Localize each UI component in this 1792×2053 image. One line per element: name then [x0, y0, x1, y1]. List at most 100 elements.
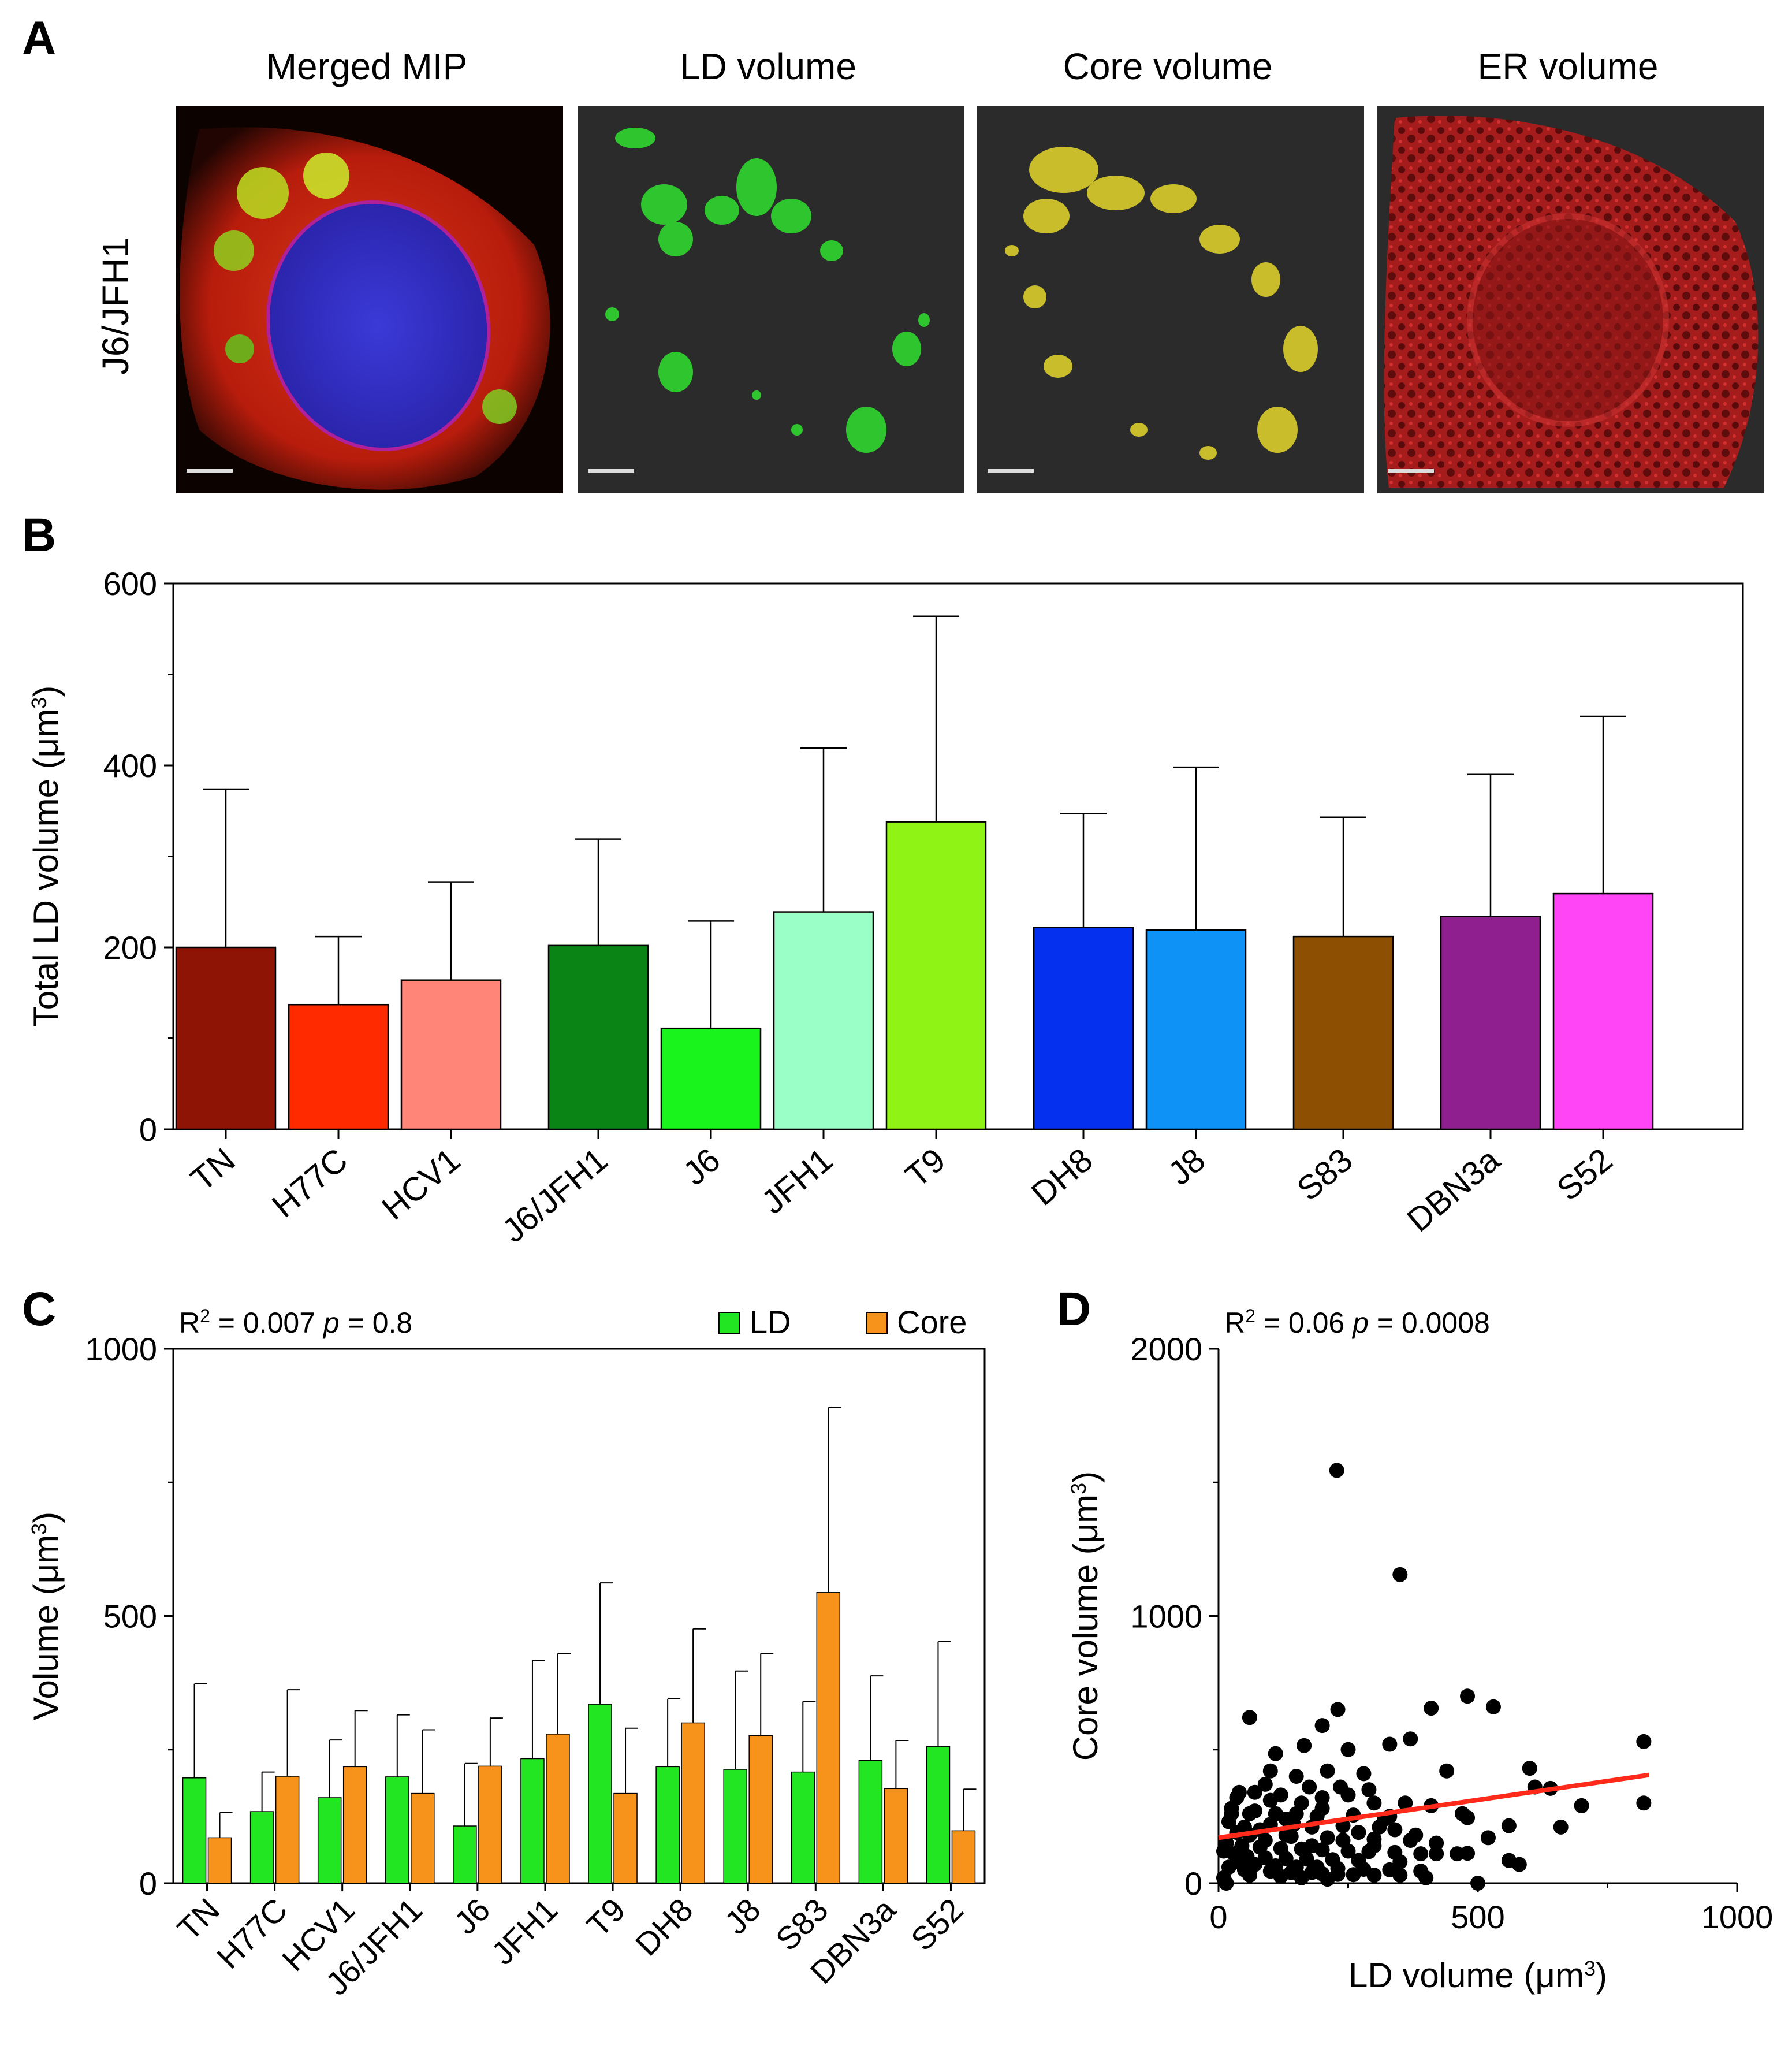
bar-core-s83	[816, 1592, 841, 1884]
y-tick-label: 400	[103, 747, 157, 784]
chart-b-total-ld-volume: 0 200 400 600 Total LD volume (μm3) TN H77C HC…	[27, 566, 1744, 1250]
bar-j6-jfh1	[547, 944, 649, 1130]
regression-line	[1218, 1772, 1649, 1840]
scatter-point	[1268, 1806, 1283, 1821]
scatter-point	[1403, 1731, 1418, 1747]
scatter-point	[1294, 1795, 1309, 1811]
image-er-volume	[1377, 106, 1764, 493]
row-label: J6/JFH1	[95, 237, 136, 375]
scatter-point	[1299, 1851, 1314, 1867]
bar-hcv1	[400, 979, 502, 1130]
scatter-point	[1418, 1870, 1434, 1885]
bar-h77c	[288, 1003, 389, 1130]
x-tick-label-s52: S52	[1550, 1141, 1620, 1208]
bar-core-s52	[951, 1830, 976, 1884]
x-tick-label-s83: S83	[1290, 1141, 1360, 1208]
y-tick-label: 2000	[1130, 1331, 1202, 1367]
bar-ld-s52	[926, 1746, 951, 1884]
bar-ld-j6	[453, 1825, 477, 1884]
scatter-point	[1485, 1699, 1501, 1714]
x-tick-label-j6-jfh1: J6/JFH1	[495, 1141, 614, 1250]
x-tick-label-j6: J6	[676, 1141, 728, 1192]
scatter-point	[1501, 1853, 1517, 1868]
scatter-point	[1460, 1688, 1476, 1704]
scatter-point	[1320, 1763, 1335, 1779]
scatter-point	[1351, 1825, 1366, 1840]
y-axis-label: Core volume (μm3)	[1066, 1471, 1105, 1761]
scatter-point	[1219, 1876, 1234, 1891]
scatter-point	[1320, 1830, 1335, 1846]
scatter-point	[1455, 1806, 1470, 1821]
image-ld-volume	[578, 106, 964, 493]
x-tick-label-h77c: H77C	[265, 1141, 355, 1225]
scatter-point	[1366, 1868, 1382, 1883]
scatter-point	[1392, 1567, 1408, 1582]
title-er-volume: ER volume	[1477, 46, 1659, 87]
y-axis-label: Total LD volume (μm3)	[27, 686, 65, 1027]
scatter-point	[1268, 1746, 1283, 1761]
bar-core-dh8	[681, 1722, 705, 1884]
scatter-point	[1257, 1833, 1273, 1848]
legend-swatch-ld	[718, 1312, 740, 1334]
scatter-point	[1366, 1795, 1382, 1811]
y-axis-label: Volume (μm3)	[27, 1512, 65, 1720]
title-ld-volume: LD volume	[680, 46, 856, 87]
bar-ld-s83	[791, 1771, 815, 1884]
scatter-point	[1309, 1809, 1325, 1824]
scatter-point	[1229, 1790, 1245, 1805]
chart-d-core-vs-ld-scatter: 0 1000 2000 0 500 1000 Core volume (μm3) LD vol…	[1066, 1306, 1773, 1995]
x-tick-label-dh8: DH8	[1024, 1141, 1100, 1213]
bar-ld-dh8	[655, 1766, 680, 1884]
x-tick-label-dbn3a: DBN3a	[1400, 1141, 1507, 1239]
x-tick-label: 0	[1209, 1899, 1227, 1935]
scatter-point	[1366, 1838, 1382, 1854]
scatter-point	[1356, 1766, 1372, 1782]
scatter-point	[1346, 1867, 1361, 1883]
x-tick-label-t9: T9	[580, 1891, 632, 1944]
scatter-point	[1262, 1792, 1278, 1808]
bar-t9	[885, 821, 987, 1130]
x-tick-label-hcv1: HCV1	[375, 1141, 467, 1227]
scatter-point	[1501, 1818, 1517, 1833]
scatter-point	[1236, 1819, 1252, 1835]
x-tick-label-j8: J8	[717, 1891, 767, 1941]
y-tick-label: 0	[1184, 1865, 1202, 1902]
scatter-point	[1413, 1846, 1429, 1862]
y-tick-label: 600	[103, 566, 157, 602]
image-merged-mip	[176, 106, 563, 493]
scatter-point	[1382, 1736, 1398, 1752]
scatter-point	[1340, 1787, 1356, 1803]
legend-label-ld: LD	[750, 1304, 791, 1340]
x-tick-label-j8: J8	[1161, 1141, 1213, 1192]
chart-c-ld-core-volume: 0 500 1000 Volume (μm3) R2 = 0.007 p = 0.8 LD…	[27, 1304, 986, 2002]
legend-label-core: Core	[897, 1304, 967, 1340]
scatter-point	[1429, 1835, 1444, 1851]
y-tick-label: 0	[139, 1111, 157, 1148]
y-tick-label: 1000	[85, 1331, 157, 1367]
x-tick-label-s52: S52	[904, 1891, 970, 1958]
y-tick-label: 500	[103, 1598, 157, 1635]
scatter-point	[1247, 1784, 1262, 1800]
scatter-point	[1297, 1738, 1312, 1753]
scatter-point	[1392, 1854, 1408, 1869]
bar-core-j8	[748, 1735, 773, 1884]
scatter-point	[1335, 1833, 1351, 1848]
bar-tn	[175, 946, 277, 1130]
bar-ld-tn	[182, 1777, 207, 1884]
bar-core-tn	[207, 1837, 232, 1884]
scatter-point	[1288, 1769, 1304, 1784]
x-tick-label-tn: TN	[170, 1891, 226, 1947]
scatter-point	[1314, 1790, 1330, 1805]
panel-label-a: A	[22, 12, 57, 65]
scatter-point	[1636, 1734, 1652, 1749]
scatter-point	[1398, 1795, 1413, 1811]
bar-core-jfh1	[546, 1734, 570, 1884]
bar-core-t9	[613, 1792, 638, 1884]
scatter-point	[1329, 1463, 1344, 1478]
y-tick-label: 0	[139, 1865, 157, 1902]
x-tick-label-h77c: H77C	[210, 1891, 294, 1976]
scatter-point	[1424, 1701, 1439, 1716]
scatter-point	[1361, 1782, 1377, 1798]
bar-core-j6	[478, 1765, 502, 1884]
scatter-point	[1242, 1710, 1257, 1725]
